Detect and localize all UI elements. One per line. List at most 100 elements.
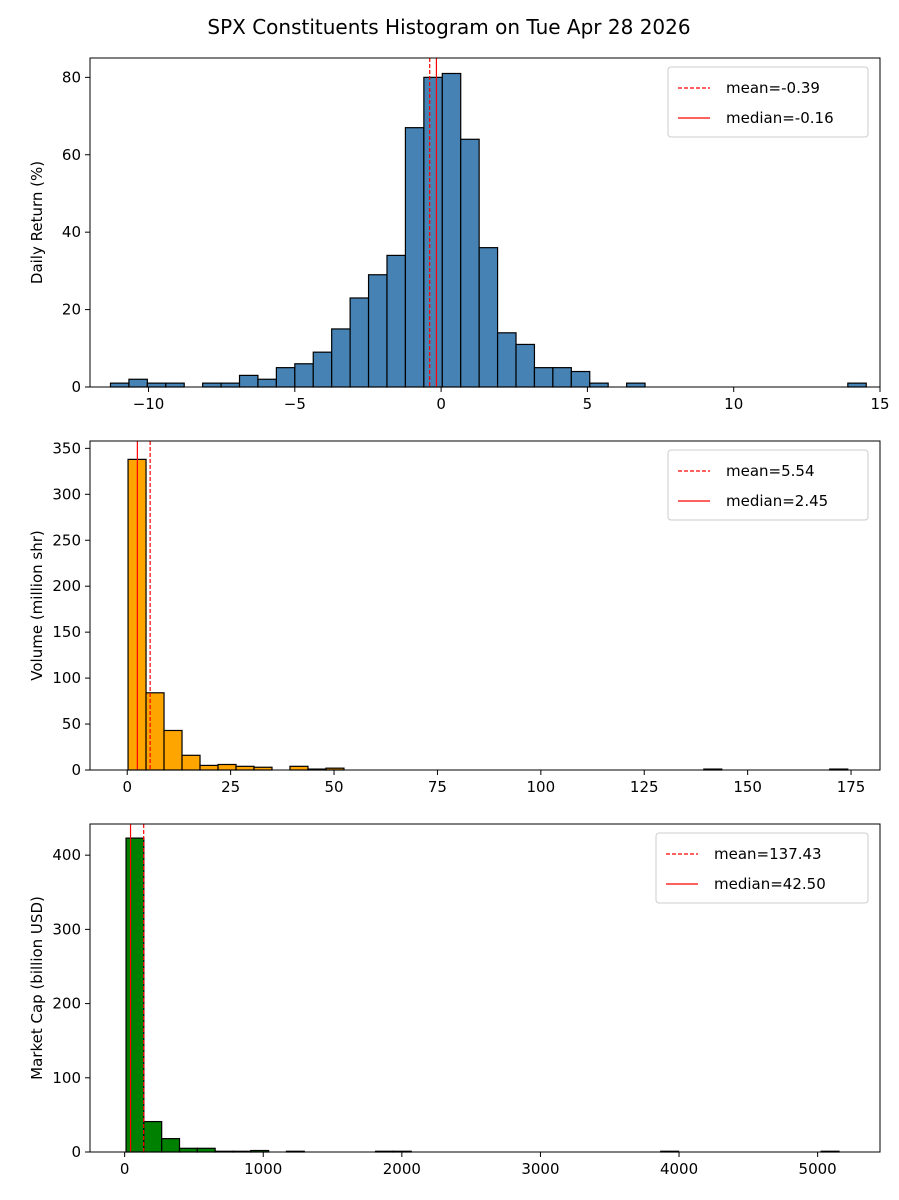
histogram-bar	[181, 754, 201, 771]
histogram-bar	[386, 254, 407, 388]
histogram-bar	[441, 72, 462, 388]
histogram-bar	[217, 763, 237, 771]
histogram-bar	[552, 367, 572, 388]
legend-box	[667, 66, 869, 138]
figure-title: SPX Constituents Histogram on Tue Apr 28…	[207, 15, 690, 39]
histogram-bar	[847, 382, 867, 388]
y-axis-label: Market Cap (billion USD)	[28, 896, 46, 1080]
legend-mean-label: mean=5.54	[726, 462, 815, 480]
histogram-panel-1: −10 −5 0 5 10 15 0 20 40 60 80 Daily Return (%) mean…	[28, 57, 890, 413]
legend-median-label: median=-0.16	[726, 109, 834, 127]
x-tick-label: 3000	[521, 1160, 559, 1178]
x-tick-label: 50	[324, 778, 343, 796]
histogram-bar	[199, 764, 219, 771]
histogram-bar	[515, 343, 536, 388]
x-tick-label: 5	[583, 395, 593, 413]
histogram-bar	[423, 76, 443, 388]
histogram-bar	[312, 351, 333, 388]
histogram-bar	[163, 729, 183, 771]
histogram-bar	[178, 1147, 198, 1153]
histogram-bar	[145, 692, 165, 771]
histogram-bar	[626, 382, 646, 388]
axes-frame	[89, 440, 881, 771]
histogram-bar	[235, 765, 255, 771]
legend-mean-label: mean=-0.39	[726, 79, 820, 97]
axes-frame	[89, 57, 881, 388]
x-tick-label: 15	[870, 395, 889, 413]
x-tick-label: 4000	[660, 1160, 698, 1178]
x-tick-label: 125	[630, 778, 659, 796]
histogram-bar	[257, 378, 277, 388]
histogram-panel-3: 0 1000 2000 3000 4000 5000 0 100 200 300 400 Market…	[28, 823, 881, 1178]
x-tick-label: 10	[724, 395, 743, 413]
histogram-bar	[496, 332, 517, 388]
x-tick-label: 0	[436, 395, 446, 413]
y-tick-label: 60	[62, 146, 81, 164]
y-tick-label: 40	[62, 223, 81, 241]
histogram-bar	[128, 378, 148, 388]
histogram-bar	[589, 382, 609, 388]
x-tick-label: −10	[133, 395, 165, 413]
histogram-bar	[404, 127, 425, 388]
histogram-bar	[143, 1120, 163, 1153]
y-tick-label: 200	[52, 995, 81, 1013]
histogram-bar	[533, 367, 554, 388]
x-tick-label: 0	[120, 1160, 130, 1178]
legend-median-label: median=2.45	[726, 492, 828, 510]
y-tick-label: 350	[52, 439, 81, 457]
histogram-bar	[196, 1147, 216, 1153]
legend: mean=5.54 median=2.45	[667, 449, 869, 521]
legend-box	[655, 832, 869, 904]
legend: mean=-0.39 median=-0.16	[667, 66, 869, 138]
legend-mean-label: mean=137.43	[714, 845, 822, 863]
histogram-bar	[202, 382, 222, 388]
x-tick-label: 75	[428, 778, 447, 796]
y-tick-label: 0	[71, 761, 81, 779]
x-tick-label: 100	[527, 778, 556, 796]
legend: mean=137.43 median=42.50	[655, 832, 869, 904]
x-tick-label: −5	[284, 395, 306, 413]
y-tick-label: 250	[52, 531, 81, 549]
histogram-bar	[275, 367, 296, 388]
x-tick-label: 1000	[244, 1160, 282, 1178]
histogram-bar	[289, 765, 309, 771]
legend-box	[667, 449, 869, 521]
y-tick-label: 150	[52, 623, 81, 641]
histogram-bar	[238, 374, 259, 388]
y-tick-label: 300	[52, 485, 81, 503]
histogram-bar	[460, 138, 480, 388]
y-tick-label: 100	[52, 1069, 81, 1087]
y-tick-label: 100	[52, 669, 81, 687]
y-tick-label: 50	[62, 715, 81, 733]
legend-median-label: median=42.50	[714, 875, 826, 893]
histogram-bar	[367, 274, 388, 388]
histogram-bar	[331, 328, 351, 388]
histogram-bar	[146, 382, 167, 388]
x-tick-label: 175	[837, 778, 866, 796]
histogram-bar	[125, 837, 145, 1153]
x-tick-label: 2000	[383, 1160, 421, 1178]
y-tick-label: 0	[71, 378, 81, 396]
histogram-bar	[165, 382, 185, 388]
histogram-bar	[349, 297, 370, 388]
y-axis-label: Volume (million shr)	[28, 530, 46, 680]
y-axis-label: Daily Return (%)	[28, 161, 46, 284]
y-tick-label: 400	[52, 846, 81, 864]
histogram-bar	[220, 382, 241, 388]
y-tick-label: 0	[71, 1143, 81, 1161]
histogram-bar	[161, 1138, 181, 1153]
x-tick-label: 5000	[799, 1160, 837, 1178]
axes-frame	[89, 823, 881, 1153]
y-tick-label: 20	[62, 301, 81, 319]
y-tick-label: 80	[62, 68, 81, 86]
histogram-bar	[478, 247, 499, 388]
histogram-bar	[109, 382, 130, 388]
y-tick-label: 200	[52, 577, 81, 595]
histogram-bar	[294, 363, 314, 388]
y-tick-label: 300	[52, 920, 81, 938]
x-tick-label: 150	[733, 778, 762, 796]
histogram-panel-2: 0 25 50 75 100 125 150 175 0 50 100 150 200 250 300 350…	[28, 439, 881, 796]
histogram-bar	[570, 370, 591, 388]
x-tick-label: 0	[122, 778, 132, 796]
